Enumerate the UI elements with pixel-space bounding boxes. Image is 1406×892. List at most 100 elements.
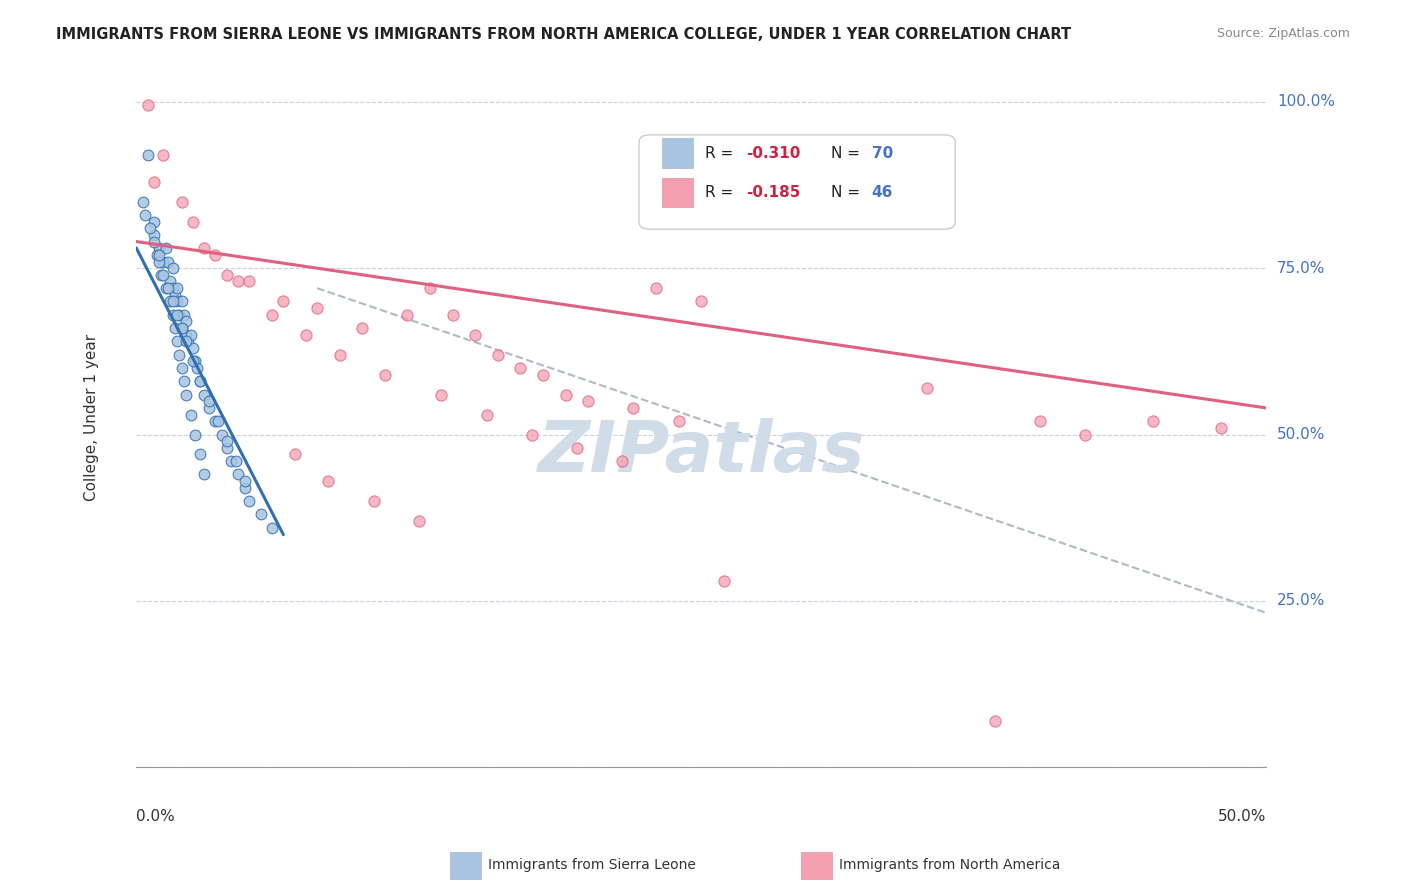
Point <box>148 248 170 262</box>
Text: 50.0%: 50.0% <box>1277 427 1326 442</box>
Point <box>307 301 329 315</box>
Point <box>226 467 249 482</box>
Point <box>166 308 188 322</box>
Point <box>162 308 184 322</box>
Text: 70: 70 <box>872 145 893 161</box>
Point <box>1074 427 1097 442</box>
Point <box>295 327 318 342</box>
Point <box>464 327 486 342</box>
Text: Source: ZipAtlas.com: Source: ZipAtlas.com <box>1216 27 1350 40</box>
Text: Immigrants from North America: Immigrants from North America <box>839 858 1060 872</box>
Point <box>181 214 204 228</box>
Point <box>211 427 233 442</box>
Point <box>363 494 385 508</box>
Point <box>155 241 177 255</box>
Point <box>169 308 191 322</box>
Point <box>215 268 238 282</box>
Point <box>271 294 294 309</box>
Point <box>197 394 219 409</box>
Point <box>260 521 283 535</box>
FancyBboxPatch shape <box>662 178 693 207</box>
Point <box>143 235 166 249</box>
Point <box>352 321 374 335</box>
Point <box>204 248 226 262</box>
Point <box>668 414 690 428</box>
Point <box>180 327 202 342</box>
Point <box>156 254 179 268</box>
Point <box>132 194 155 209</box>
Point <box>166 294 188 309</box>
Point <box>226 275 249 289</box>
Text: 50.0%: 50.0% <box>1218 809 1265 824</box>
Point <box>139 221 162 235</box>
Point <box>520 427 543 442</box>
Text: -0.310: -0.310 <box>747 145 800 161</box>
Text: N =: N = <box>831 185 865 200</box>
Point <box>690 294 713 309</box>
Point <box>163 321 186 335</box>
FancyBboxPatch shape <box>638 135 955 229</box>
Point <box>162 281 184 295</box>
Point <box>225 454 247 468</box>
Point <box>565 441 588 455</box>
Point <box>181 341 204 355</box>
Point <box>173 308 195 322</box>
Point <box>152 148 174 162</box>
Text: N =: N = <box>831 145 865 161</box>
Point <box>152 268 174 282</box>
Point <box>249 508 271 522</box>
Point <box>915 381 938 395</box>
Point <box>984 714 1007 728</box>
FancyBboxPatch shape <box>662 138 693 168</box>
Point <box>645 281 668 295</box>
Point <box>215 434 238 449</box>
Point <box>193 241 215 255</box>
Point <box>156 281 179 295</box>
Point <box>174 334 197 349</box>
Point <box>136 98 159 112</box>
Point <box>169 348 191 362</box>
Point <box>184 354 207 368</box>
Point <box>162 261 184 276</box>
Text: R =: R = <box>704 185 738 200</box>
Point <box>430 387 453 401</box>
Point <box>186 361 208 376</box>
Point <box>162 294 184 309</box>
Point <box>184 427 207 442</box>
Point <box>1029 414 1052 428</box>
Text: -0.185: -0.185 <box>747 185 800 200</box>
Point <box>170 294 193 309</box>
Point <box>531 368 554 382</box>
Point <box>554 387 576 401</box>
Point <box>238 494 260 508</box>
Point <box>181 354 204 368</box>
Point <box>152 254 174 268</box>
Point <box>260 308 283 322</box>
Point <box>621 401 644 415</box>
Point <box>174 387 197 401</box>
Point <box>374 368 396 382</box>
Text: R =: R = <box>704 145 738 161</box>
Text: 75.0%: 75.0% <box>1277 260 1326 276</box>
Point <box>576 394 599 409</box>
Point <box>233 474 256 488</box>
Point <box>173 374 195 388</box>
Point <box>143 227 166 242</box>
Point <box>486 348 509 362</box>
Point <box>170 194 193 209</box>
Point <box>396 308 419 322</box>
Point <box>610 454 633 468</box>
Point <box>408 514 430 528</box>
Point <box>283 448 305 462</box>
Point <box>170 321 193 335</box>
Point <box>143 214 166 228</box>
Point <box>419 281 441 295</box>
Point <box>148 241 170 255</box>
Point <box>318 474 340 488</box>
Point <box>143 175 166 189</box>
Point <box>174 327 197 342</box>
Point <box>174 314 197 328</box>
Text: 46: 46 <box>872 185 893 200</box>
Point <box>193 387 215 401</box>
Point <box>170 361 193 376</box>
